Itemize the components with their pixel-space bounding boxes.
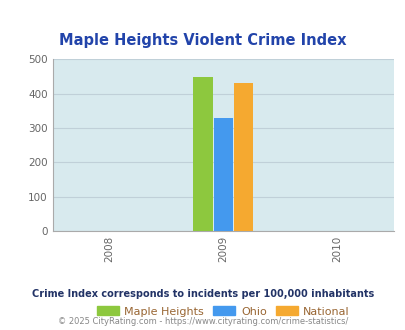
Legend: Maple Heights, Ohio, National: Maple Heights, Ohio, National <box>92 302 354 321</box>
Bar <box>213 118 232 231</box>
Text: Maple Heights Violent Crime Index: Maple Heights Violent Crime Index <box>59 33 346 48</box>
Bar <box>193 77 212 231</box>
Bar <box>234 83 253 231</box>
Text: © 2025 CityRating.com - https://www.cityrating.com/crime-statistics/: © 2025 CityRating.com - https://www.city… <box>58 317 347 326</box>
Text: Crime Index corresponds to incidents per 100,000 inhabitants: Crime Index corresponds to incidents per… <box>32 289 373 299</box>
